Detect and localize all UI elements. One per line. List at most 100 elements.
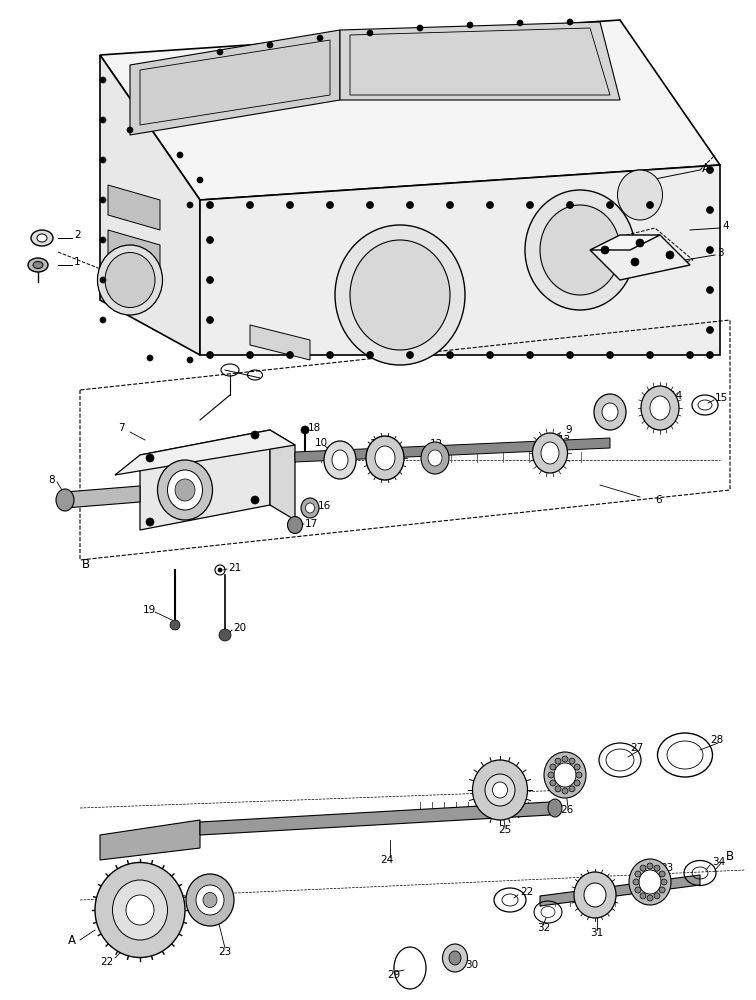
- Ellipse shape: [449, 951, 461, 965]
- Circle shape: [707, 286, 714, 294]
- Text: 10: 10: [315, 438, 328, 448]
- Circle shape: [206, 202, 213, 209]
- Text: 20: 20: [233, 623, 246, 633]
- Ellipse shape: [37, 234, 47, 242]
- Ellipse shape: [305, 503, 314, 513]
- Circle shape: [206, 276, 213, 284]
- Polygon shape: [100, 55, 200, 355]
- Ellipse shape: [28, 258, 48, 272]
- Circle shape: [301, 426, 309, 434]
- Polygon shape: [140, 430, 270, 530]
- Text: 11: 11: [605, 395, 618, 405]
- Ellipse shape: [639, 870, 661, 894]
- Circle shape: [327, 202, 333, 209]
- Text: 8: 8: [48, 475, 55, 485]
- Text: A: A: [702, 161, 710, 174]
- Circle shape: [447, 352, 454, 359]
- Text: 19: 19: [143, 605, 156, 615]
- Text: B: B: [82, 558, 90, 572]
- Ellipse shape: [301, 498, 319, 518]
- Circle shape: [576, 772, 582, 778]
- Circle shape: [407, 352, 414, 359]
- Circle shape: [635, 871, 641, 877]
- Circle shape: [640, 865, 646, 871]
- Circle shape: [526, 352, 534, 359]
- Circle shape: [267, 42, 273, 48]
- Text: 7: 7: [118, 423, 125, 433]
- Circle shape: [633, 879, 639, 885]
- Polygon shape: [590, 235, 690, 280]
- Circle shape: [517, 20, 523, 26]
- Ellipse shape: [574, 872, 616, 918]
- Text: 9: 9: [565, 425, 572, 435]
- Circle shape: [646, 202, 653, 209]
- Circle shape: [187, 357, 193, 363]
- Ellipse shape: [196, 885, 224, 915]
- Circle shape: [367, 202, 373, 209]
- Polygon shape: [250, 325, 310, 360]
- Text: 33: 33: [660, 863, 674, 873]
- Circle shape: [686, 352, 693, 359]
- Circle shape: [606, 202, 614, 209]
- Circle shape: [246, 352, 253, 359]
- Ellipse shape: [541, 442, 559, 464]
- Ellipse shape: [544, 752, 586, 798]
- Polygon shape: [108, 185, 160, 230]
- Circle shape: [170, 620, 180, 630]
- Circle shape: [467, 22, 473, 28]
- Circle shape: [147, 355, 153, 361]
- Ellipse shape: [324, 441, 356, 479]
- Ellipse shape: [33, 261, 43, 268]
- Circle shape: [100, 197, 106, 203]
- Text: 6: 6: [655, 495, 662, 505]
- Text: 3: 3: [717, 248, 723, 258]
- Circle shape: [569, 786, 575, 792]
- Circle shape: [287, 352, 293, 359]
- Text: 28: 28: [710, 735, 723, 745]
- Circle shape: [487, 352, 494, 359]
- Circle shape: [601, 246, 609, 254]
- Circle shape: [526, 202, 534, 209]
- Circle shape: [550, 764, 556, 770]
- Circle shape: [100, 117, 106, 123]
- Polygon shape: [65, 486, 140, 508]
- Ellipse shape: [492, 782, 507, 798]
- Polygon shape: [590, 235, 660, 250]
- Text: 15: 15: [715, 393, 728, 403]
- Ellipse shape: [584, 883, 606, 907]
- Ellipse shape: [629, 859, 671, 905]
- Text: 31: 31: [590, 928, 603, 938]
- Circle shape: [550, 780, 556, 786]
- Polygon shape: [340, 22, 620, 100]
- Ellipse shape: [31, 230, 53, 246]
- Polygon shape: [130, 30, 340, 135]
- Ellipse shape: [540, 205, 620, 295]
- Text: 27: 27: [630, 743, 643, 753]
- Ellipse shape: [95, 862, 185, 958]
- Circle shape: [417, 25, 423, 31]
- Text: 23: 23: [218, 947, 231, 957]
- Circle shape: [562, 788, 568, 794]
- Circle shape: [206, 236, 213, 243]
- Text: A: A: [68, 934, 76, 946]
- Ellipse shape: [532, 433, 568, 473]
- Text: 16: 16: [318, 501, 331, 511]
- Text: 17: 17: [305, 519, 318, 529]
- Ellipse shape: [157, 460, 212, 520]
- Circle shape: [636, 239, 644, 247]
- Circle shape: [562, 756, 568, 762]
- Ellipse shape: [548, 799, 562, 817]
- Circle shape: [197, 177, 203, 183]
- Circle shape: [146, 518, 154, 526]
- Ellipse shape: [98, 245, 163, 315]
- Circle shape: [707, 246, 714, 253]
- Circle shape: [661, 879, 667, 885]
- Ellipse shape: [375, 446, 395, 470]
- Circle shape: [447, 202, 454, 209]
- Text: 30: 30: [465, 960, 478, 970]
- Circle shape: [548, 772, 554, 778]
- Circle shape: [100, 157, 106, 163]
- Ellipse shape: [175, 479, 195, 501]
- Polygon shape: [200, 802, 550, 835]
- Text: 34: 34: [712, 857, 725, 867]
